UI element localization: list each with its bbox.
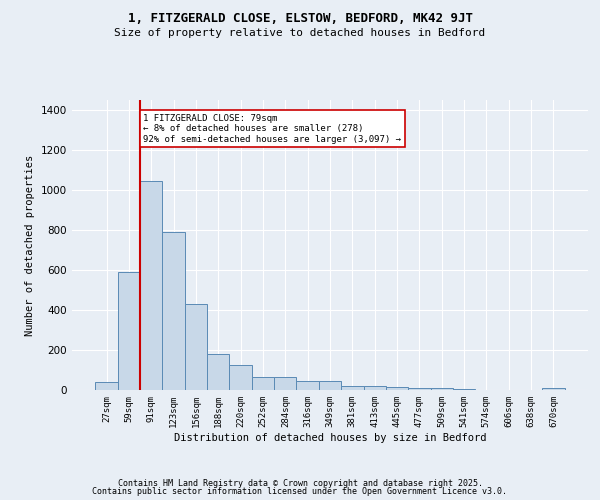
Bar: [163, 232, 185, 390]
Bar: [274, 377, 296, 390]
Bar: [431, 388, 453, 390]
Y-axis label: Number of detached properties: Number of detached properties: [25, 154, 35, 336]
Text: 1 FITZGERALD CLOSE: 79sqm
← 8% of detached houses are smaller (278)
92% of semi-: 1 FITZGERALD CLOSE: 79sqm ← 8% of detach…: [143, 114, 401, 144]
Bar: [185, 304, 207, 390]
Text: Contains HM Land Registry data © Crown copyright and database right 2025.: Contains HM Land Registry data © Crown c…: [118, 478, 482, 488]
Bar: [95, 382, 118, 390]
X-axis label: Distribution of detached houses by size in Bedford: Distribution of detached houses by size …: [174, 432, 486, 442]
Bar: [319, 381, 341, 390]
Bar: [207, 354, 229, 390]
Bar: [408, 388, 431, 390]
Bar: [229, 365, 252, 390]
Bar: [118, 272, 140, 390]
Text: Size of property relative to detached houses in Bedford: Size of property relative to detached ho…: [115, 28, 485, 38]
Bar: [542, 388, 565, 390]
Bar: [296, 381, 319, 390]
Bar: [453, 389, 475, 390]
Bar: [252, 377, 274, 390]
Bar: [364, 386, 386, 390]
Text: Contains public sector information licensed under the Open Government Licence v3: Contains public sector information licen…: [92, 487, 508, 496]
Text: 1, FITZGERALD CLOSE, ELSTOW, BEDFORD, MK42 9JT: 1, FITZGERALD CLOSE, ELSTOW, BEDFORD, MK…: [128, 12, 473, 26]
Bar: [386, 386, 408, 390]
Bar: [140, 181, 163, 390]
Bar: [341, 386, 364, 390]
